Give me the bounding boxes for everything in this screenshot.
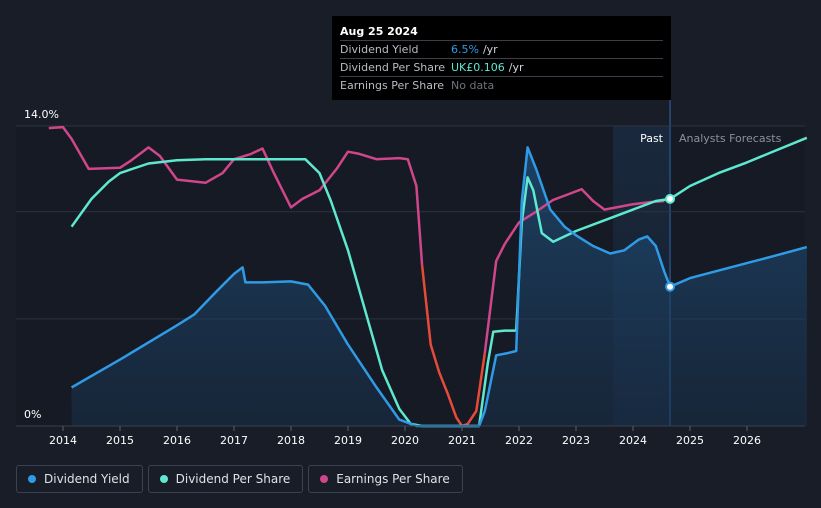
x-tick-label: 2020 <box>391 434 419 447</box>
x-axis: 2014 2015 2016 2017 2018 2019 2020 2021 2022 2023… <box>16 425 805 447</box>
tooltip-label: Dividend Yield <box>340 43 419 56</box>
x-tick-label: 2024 <box>619 434 647 447</box>
x-tick-label: 2025 <box>676 434 704 447</box>
past-label: Past <box>640 132 664 145</box>
area-layer <box>71 147 807 426</box>
tooltip-date: Aug 25 2024 <box>340 25 418 38</box>
y-tick-label-zero: 0% <box>24 408 41 421</box>
x-tick-label: 2021 <box>448 434 476 447</box>
y-tick-label-top: 14.0% <box>24 108 59 121</box>
x-tick-label: 2016 <box>163 434 191 447</box>
tooltip-row-dividend-per-share: Dividend Per Share UK£0.106 /yr <box>340 58 663 76</box>
tooltip-row-earnings-per-share: Earnings Per Share No data <box>340 76 663 94</box>
marker-dividend-yield <box>665 281 676 292</box>
x-tick-label: 2015 <box>106 434 134 447</box>
marker-dividend-per-share <box>665 193 676 204</box>
series-line-earnings-per-share-recent <box>483 187 665 354</box>
legend-label: Dividend Per Share <box>175 472 291 486</box>
series-line-earnings-per-share-dip <box>420 265 487 428</box>
tooltip-suffix: /yr <box>508 61 524 74</box>
series-area-dividend-yield <box>71 147 807 426</box>
x-tick-label: 2018 <box>277 434 305 447</box>
legend-dot-icon <box>159 475 168 483</box>
tooltip-row-dividend-yield: Dividend Yield 6.5% /yr <box>340 40 663 58</box>
x-tick-label: 2026 <box>733 434 761 447</box>
tooltip-value: 6.5% <box>451 43 479 56</box>
legend-label: Dividend Yield <box>44 472 130 486</box>
series-layer <box>48 125 808 428</box>
forecast-label: Analysts Forecasts <box>679 132 782 145</box>
tooltip-value: No data <box>451 79 495 92</box>
legend-item-dividend-yield[interactable]: Dividend Yield <box>16 465 143 493</box>
x-tick-label: 2023 <box>562 434 590 447</box>
legend-item-dividend-per-share[interactable]: Dividend Per Share <box>147 465 304 493</box>
legend-label: Earnings Per Share <box>336 472 450 486</box>
x-tick-label: 2017 <box>220 434 248 447</box>
x-tick-label: 2019 <box>334 434 362 447</box>
tooltip-label: Earnings Per Share <box>340 79 445 92</box>
tooltip-suffix: /yr <box>482 43 498 56</box>
legend-dot-icon <box>28 475 36 483</box>
tooltip-label: Dividend Per Share <box>340 61 446 74</box>
legend-item-earnings-per-share[interactable]: Earnings Per Share <box>308 465 463 493</box>
series-line-earnings-per-share <box>48 125 424 266</box>
x-tick-label: 2014 <box>49 434 77 447</box>
marker-layer <box>665 193 676 292</box>
legend: Dividend Yield Dividend Per Share Earnin… <box>16 465 463 493</box>
legend-dot-icon <box>320 475 329 483</box>
series-line-dividend-yield <box>70 146 808 428</box>
tooltip: Aug 25 2024 Dividend Yield 6.5% /yr Divi… <box>332 16 671 100</box>
x-tick-label: 2022 <box>505 434 533 447</box>
tooltip-value: UK£0.106 <box>451 61 505 74</box>
